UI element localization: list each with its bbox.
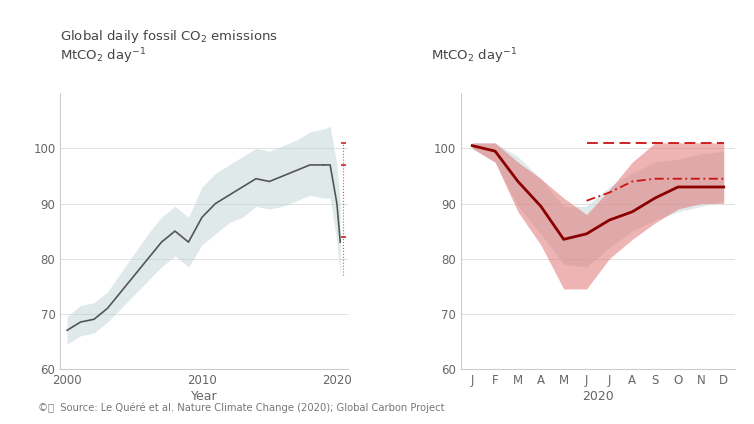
Text: Global daily fossil CO$_2$ emissions: Global daily fossil CO$_2$ emissions bbox=[60, 28, 278, 45]
Text: MtCO$_2$ day$^{-1}$: MtCO$_2$ day$^{-1}$ bbox=[60, 46, 146, 66]
X-axis label: Year: Year bbox=[191, 390, 218, 402]
X-axis label: 2020: 2020 bbox=[582, 390, 614, 402]
Text: ©ⓘ  Source: Le Quéré et al. Nature Climate Change (2020); Global Carbon Project: ©ⓘ Source: Le Quéré et al. Nature Climat… bbox=[38, 403, 444, 413]
Text: MtCO$_2$ day$^{-1}$: MtCO$_2$ day$^{-1}$ bbox=[431, 46, 517, 66]
